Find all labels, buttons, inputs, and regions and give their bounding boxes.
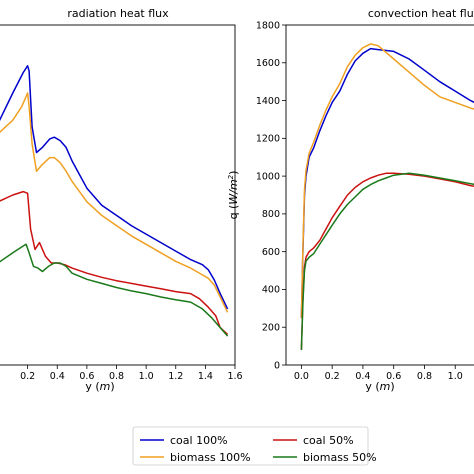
radiation-x-tick-label: 0.2: [20, 371, 35, 382]
radiation-x-tick-label: 0.4: [50, 371, 65, 382]
convection-x-axis-label-var: y: [365, 380, 372, 393]
convection-axes-frame: [285, 24, 474, 366]
convection-series-biomass-100: [300, 43, 474, 318]
radiation-x-tick-label: 1.4: [198, 371, 213, 382]
convection-y-tick-label: 1400: [256, 96, 280, 107]
radiation-x-tick-label: 1.0: [139, 371, 154, 382]
convection-y-axis-label-exp: 2: [227, 174, 235, 179]
legend-box: [132, 426, 369, 466]
convection-x-tick-label: 0.4: [355, 371, 370, 382]
radiation-series-coal-50: [0, 190, 229, 335]
convection-y-tick-label: 0: [274, 360, 280, 371]
convection-series-coal-50: [300, 172, 474, 350]
convection-x-ticks: 0.0 0.2 0.4 0.6 0.8 1.0: [294, 365, 463, 382]
convection-series-coal-100: [300, 47, 474, 318]
convection-y-tick-label: 200: [262, 323, 280, 334]
convection-plot-area: [300, 43, 474, 350]
convection-chart: convection heat flux 0.0 0.2 0.4 0.6 0.8 1.0 …: [227, 7, 474, 393]
convection-x-tick-label: 0.2: [325, 371, 340, 382]
convection-chart-title: convection heat flux: [368, 7, 474, 20]
radiation-x-axis-label-unit: m: [100, 380, 111, 393]
convection-y-ticks: 0 200 400 600 800 1000 1200 1400 1600 1800: [256, 20, 286, 371]
convection-y-tick-label: 1000: [256, 171, 280, 182]
legend: coal 100% coal 50% biomass 100% biomass 50%: [132, 426, 377, 466]
convection-y-tick-label: 1200: [256, 134, 280, 145]
radiation-x-axis-label: y (m): [85, 380, 114, 393]
convection-x-tick-label: 0.6: [386, 371, 401, 382]
convection-y-axis-label: q (W/m2): [227, 171, 240, 220]
legend-label: biomass 100%: [170, 451, 251, 464]
radiation-chart: radiation heat flux 0.2 0.4 0.6 0.8 1.0 1.2 1.…: [0, 7, 243, 393]
convection-x-tick-label: 0.8: [417, 371, 432, 382]
convection-y-axis-label-unit: W/m: [227, 179, 240, 204]
legend-label: biomass 50%: [303, 451, 377, 464]
convection-x-tick-label: 0.0: [294, 371, 309, 382]
convection-y-tick-label: 600: [262, 247, 280, 258]
radiation-x-tick-label: 0.8: [109, 371, 124, 382]
legend-label: coal 100%: [170, 434, 228, 447]
radiation-plot-area: [0, 65, 229, 337]
convection-x-axis-label: y (m): [365, 380, 394, 393]
convection-y-tick-label: 800: [262, 209, 280, 220]
convection-x-axis-label-unit: m: [380, 380, 391, 393]
radiation-x-tick-label: 1.2: [168, 371, 183, 382]
convection-y-tick-label: 1600: [256, 58, 280, 69]
convection-y-tick-label: 1800: [256, 20, 280, 31]
convection-series-biomass-50: [300, 172, 474, 350]
radiation-x-axis-label-var: y: [85, 380, 92, 393]
radiation-chart-title: radiation heat flux: [67, 7, 169, 20]
legend-label: coal 50%: [303, 434, 354, 447]
convection-y-tick-label: 400: [262, 285, 280, 296]
convection-y-axis-label-var: q: [227, 212, 240, 219]
radiation-x-ticks: 0.2 0.4 0.6 0.8 1.0 1.2 1.4 1.6: [20, 365, 243, 382]
radiation-series-biomass-100: [0, 92, 229, 313]
radiation-series-biomass-50: [0, 243, 229, 337]
radiation-x-tick-label: 1.6: [227, 371, 242, 382]
convection-x-tick-label: 1.0: [448, 371, 463, 382]
radiation-series-coal-100: [0, 65, 229, 310]
radiation-x-tick-label: 0.6: [79, 371, 94, 382]
